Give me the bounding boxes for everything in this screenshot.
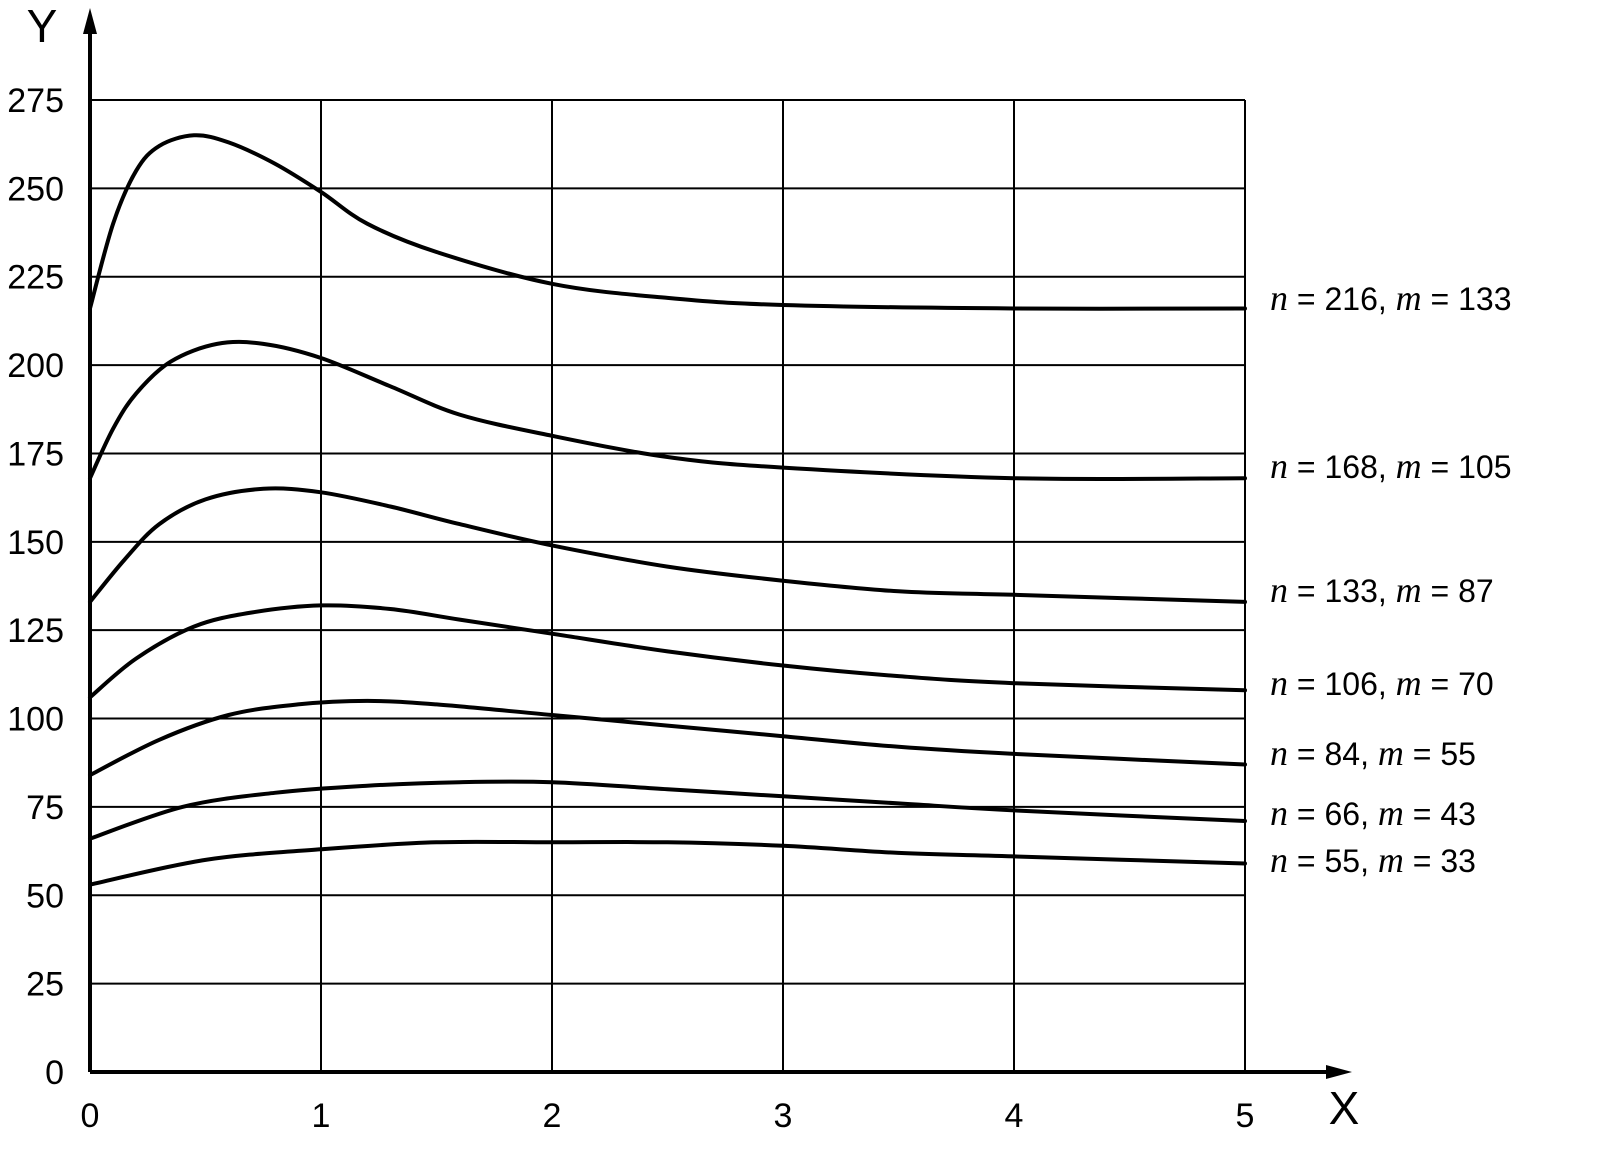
series-label-value: = 216, (1288, 281, 1396, 317)
series-label-variable: m (1396, 446, 1422, 486)
y-tick-label: 75 (26, 789, 64, 827)
series-label-value: = 168, (1288, 449, 1396, 485)
series-label-variable: n (1270, 446, 1288, 486)
series-label-variable: m (1378, 733, 1404, 773)
series-label: n = 216, m = 133 (1270, 278, 1512, 318)
y-tick-label: 225 (7, 259, 64, 297)
series-label: n = 168, m = 105 (1270, 446, 1512, 486)
series-lines (88, 133, 1247, 887)
series-line (88, 133, 1247, 311)
x-tick-label: 4 (1005, 1097, 1024, 1135)
x-tick-label: 5 (1236, 1097, 1255, 1135)
y-tick-label: 275 (7, 82, 64, 120)
series-line (88, 339, 1247, 481)
series-label-variable: n (1270, 570, 1288, 610)
grid (90, 99, 1246, 1072)
x-tick-label: 0 (81, 1097, 100, 1135)
series-label-variable: m (1378, 840, 1404, 880)
series-label: n = 133, m = 87 (1270, 570, 1494, 610)
y-tick-label: 100 (7, 701, 64, 739)
series-label-variable: m (1396, 570, 1422, 610)
x-axis-arrow-icon (1326, 1065, 1352, 1079)
y-tick-label: 250 (7, 170, 64, 208)
series-label-value: = 55 (1404, 736, 1476, 772)
y-tick-label: 150 (7, 524, 64, 562)
y-axis-arrow-icon (83, 8, 97, 34)
x-tick-label: 1 (312, 1097, 331, 1135)
series-line (88, 486, 1247, 604)
series-label-variable: n (1270, 733, 1288, 773)
axes (83, 8, 1352, 1079)
series-label-value: = 105 (1422, 449, 1512, 485)
series-label-variable: n (1270, 278, 1288, 318)
x-tick-label: 2 (543, 1097, 562, 1135)
series-label-variable: m (1378, 793, 1404, 833)
series-label-variable: n (1270, 793, 1288, 833)
series-label-variable: m (1396, 663, 1422, 703)
series-label-value: = 66, (1288, 796, 1378, 832)
series-line (88, 698, 1247, 778)
series-label-value: = 133 (1422, 281, 1512, 317)
y-axis-label: Y (27, 0, 58, 52)
x-axis-label: X (1329, 1082, 1360, 1134)
series-label-variable: m (1396, 278, 1422, 318)
y-tick-label: 25 (26, 966, 64, 1004)
x-tick-label: 3 (774, 1097, 793, 1135)
series-label: n = 84, m = 55 (1270, 733, 1476, 773)
series-label-value: = 87 (1422, 573, 1494, 609)
y-tick-label: 125 (7, 612, 64, 650)
series-label-variable: n (1270, 663, 1288, 703)
series-label-value: = 133, (1288, 573, 1396, 609)
y-tick-label: 200 (7, 347, 64, 385)
y-tick-label: 50 (26, 877, 64, 915)
series-label-variable: n (1270, 840, 1288, 880)
tick-labels: 0 25 50 75 100 125 150 175 200 225 250 275 0 1 2 3 4 5 (7, 82, 1254, 1135)
y-tick-label: 0 (45, 1054, 64, 1092)
series-label-value: = 55, (1288, 843, 1378, 879)
series-label-value: = 43 (1404, 796, 1476, 832)
series-label: n = 106, m = 70 (1270, 663, 1494, 703)
series-label-value: = 84, (1288, 736, 1378, 772)
series-label: n = 66, m = 43 (1270, 793, 1476, 833)
series-label-value: = 70 (1422, 666, 1494, 702)
series-line (88, 779, 1247, 841)
series-label-value: = 33 (1404, 843, 1476, 879)
series-label-value: = 106, (1288, 666, 1396, 702)
series-line (88, 839, 1247, 887)
series-line (88, 603, 1247, 700)
series-label: n = 55, m = 33 (1270, 840, 1476, 880)
y-tick-label: 175 (7, 435, 64, 473)
